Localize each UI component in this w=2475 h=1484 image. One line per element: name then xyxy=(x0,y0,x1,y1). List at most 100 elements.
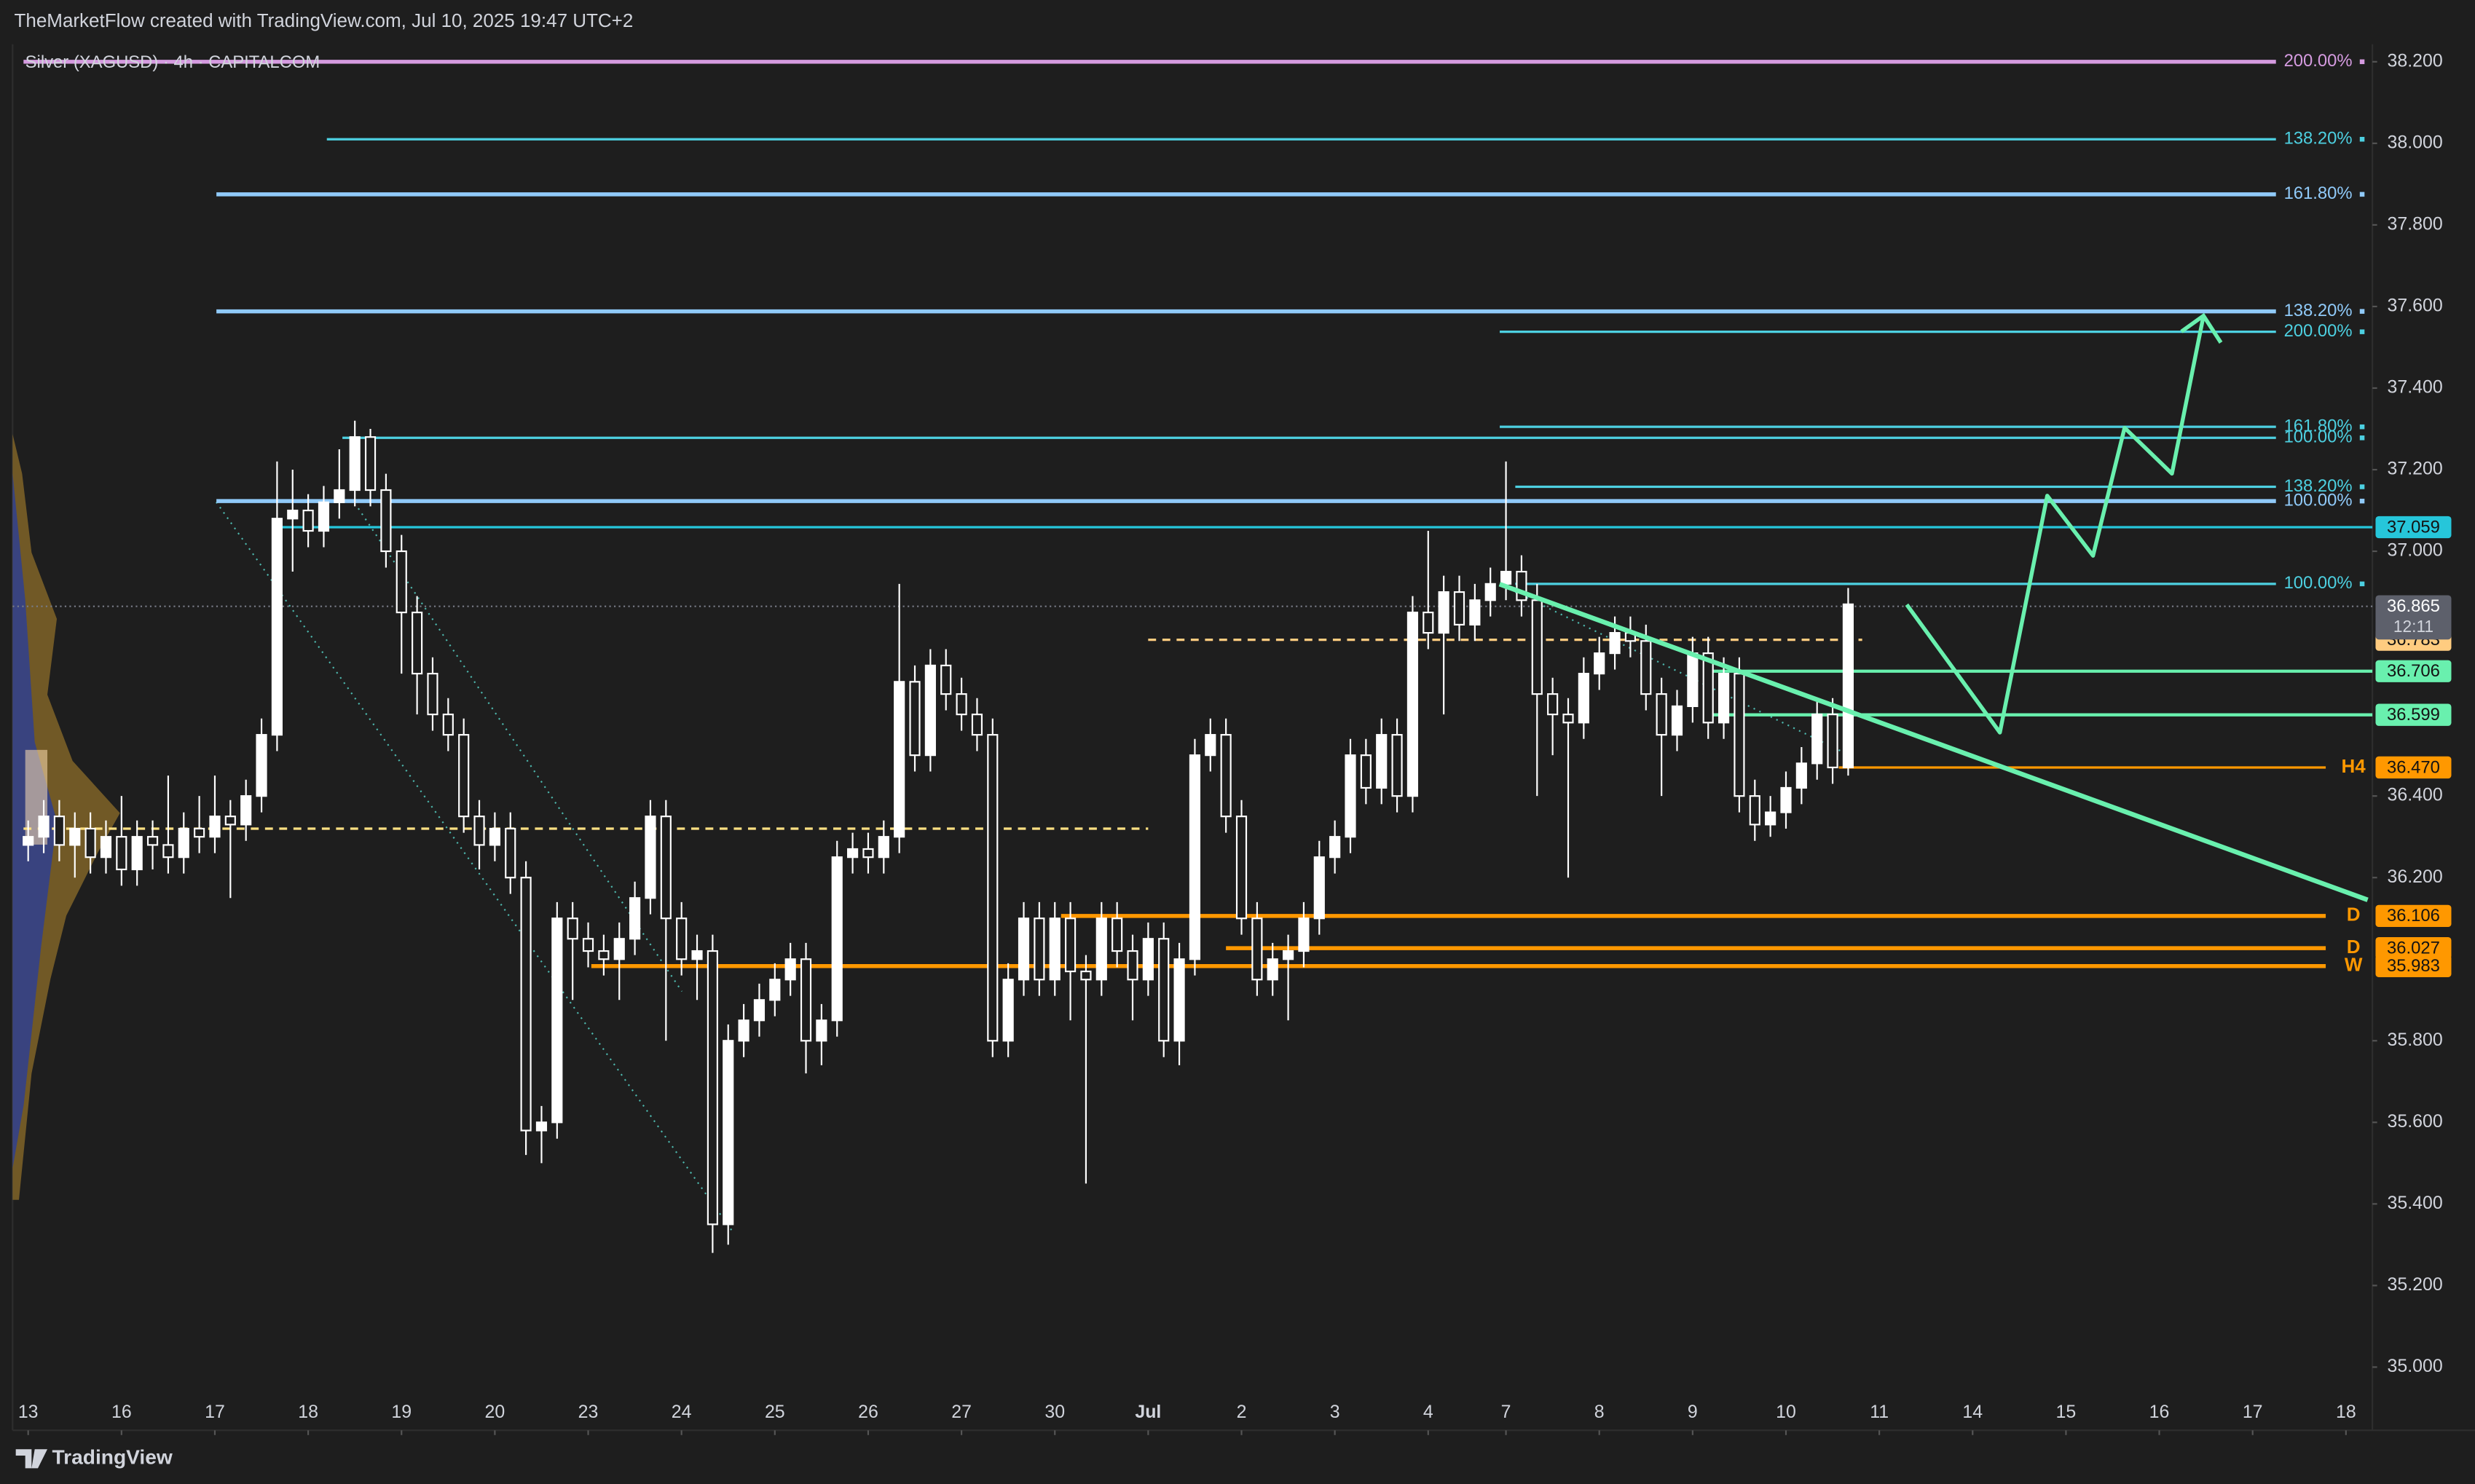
x-tick-label: 23 xyxy=(578,1402,599,1422)
candle-body xyxy=(302,509,314,532)
candle-body xyxy=(831,856,843,1022)
x-tick-label: 11 xyxy=(1870,1402,1889,1422)
candle-body xyxy=(1811,714,1823,765)
candle-body xyxy=(1220,734,1232,818)
price-box xyxy=(2375,516,2452,539)
level-tag: D xyxy=(2347,936,2361,958)
candle-body xyxy=(473,816,485,846)
candle-body xyxy=(520,877,532,1132)
candle-body xyxy=(1002,979,1014,1042)
candle-body xyxy=(940,664,952,695)
candle-body xyxy=(551,917,563,1124)
candle-body xyxy=(1251,917,1263,981)
fib-handle xyxy=(2359,424,2365,430)
candle-body xyxy=(194,827,205,838)
candle-body xyxy=(1360,754,1372,789)
x-tick-label: 18 xyxy=(2336,1402,2356,1422)
price-box xyxy=(2375,955,2452,977)
price-box xyxy=(2375,756,2452,779)
fib-handle xyxy=(2359,435,2365,441)
x-tick-label: 24 xyxy=(672,1402,692,1422)
candle-body xyxy=(535,1121,548,1132)
candle-body xyxy=(1267,958,1278,981)
candle-body xyxy=(567,917,578,940)
candle-body xyxy=(862,848,874,859)
candle-body xyxy=(458,734,470,818)
candle-body xyxy=(1687,652,1699,708)
x-tick-label: 4 xyxy=(1423,1402,1433,1422)
fib-handle xyxy=(2359,329,2365,334)
fib-handle xyxy=(2359,136,2365,142)
candle-body xyxy=(1484,583,1496,601)
y-tick-label: 35.600 xyxy=(2388,1111,2443,1132)
candle-body xyxy=(707,950,718,1226)
y-tick-label: 38.000 xyxy=(2388,132,2443,152)
drawings xyxy=(216,501,1855,1232)
candle-body xyxy=(1594,652,1605,675)
candle-body xyxy=(924,664,936,757)
axes: 38.200 38.000 37.800 37.600 37.400 37.200 37.0… xyxy=(18,50,2452,1435)
y-tick-label: 35.000 xyxy=(2388,1356,2443,1376)
y-tick-label: 37.600 xyxy=(2388,295,2443,315)
fib-handle xyxy=(2359,484,2365,489)
brand: TradingView xyxy=(52,1445,173,1469)
candle-body xyxy=(987,734,999,1042)
projection-arrowhead xyxy=(2180,312,2223,344)
y-tick-label: 35.400 xyxy=(2388,1193,2443,1213)
last-price-box xyxy=(2375,595,2452,640)
x-tick-label: 14 xyxy=(1962,1402,1983,1422)
y-tick-label: 36.200 xyxy=(2388,867,2443,887)
candle-body xyxy=(116,836,127,871)
x-tick-label: 25 xyxy=(765,1402,785,1422)
price-box-label: 36.470 xyxy=(2387,757,2440,777)
candle-body xyxy=(1406,611,1419,797)
price-box xyxy=(2375,703,2452,726)
fib-label: 161.80% xyxy=(2284,183,2353,203)
fib-label: 138.20% xyxy=(2284,129,2353,149)
candle-body xyxy=(878,836,889,859)
candle-body xyxy=(396,550,407,614)
candle-body xyxy=(1578,673,1589,724)
x-tick-label: 30 xyxy=(1044,1402,1065,1422)
candle-body xyxy=(505,827,516,879)
x-tick-label: 10 xyxy=(1776,1402,1796,1422)
candle-body xyxy=(1438,591,1449,634)
profile-volume xyxy=(12,434,120,1200)
level-tag: W xyxy=(2345,954,2363,976)
candle-body xyxy=(971,714,983,736)
candle-body xyxy=(412,611,423,675)
fib-handle xyxy=(2359,498,2365,504)
x-tick-label: 13 xyxy=(18,1402,39,1422)
candle-body xyxy=(23,836,34,846)
candle-body xyxy=(1142,938,1154,981)
candle-body xyxy=(1500,570,1512,585)
x-tick-label: 7 xyxy=(1501,1402,1511,1422)
candle-body xyxy=(427,673,438,716)
candle-body xyxy=(1080,970,1092,981)
y-tick-label: 35.200 xyxy=(2388,1274,2443,1295)
symbol-title: Silver (XAGUSD) · 4h · CAPITALCOM xyxy=(25,52,320,72)
candle-body xyxy=(1095,917,1107,981)
candle-body xyxy=(287,509,299,520)
fib-handle xyxy=(2359,309,2365,314)
candle-body xyxy=(1376,734,1388,789)
candle-body xyxy=(1842,603,1854,769)
candle-body xyxy=(1453,591,1465,625)
candle-body xyxy=(162,844,174,859)
candle-body xyxy=(738,1019,749,1042)
trendline xyxy=(1498,582,2369,902)
dotted-trendline xyxy=(358,508,683,992)
candle-body xyxy=(1205,734,1216,757)
candle-body xyxy=(598,950,610,960)
candle-body xyxy=(1671,705,1683,736)
candle-body xyxy=(1734,673,1745,797)
candle-body xyxy=(691,950,703,960)
fib-handle xyxy=(2359,581,2365,587)
x-tick-label: 3 xyxy=(1330,1402,1340,1422)
candle-body xyxy=(69,827,81,846)
x-tick-label: 17 xyxy=(2243,1402,2263,1422)
y-tick-label: 35.800 xyxy=(2388,1030,2443,1050)
candle-body xyxy=(1111,917,1123,952)
candle-body xyxy=(1173,958,1185,1042)
